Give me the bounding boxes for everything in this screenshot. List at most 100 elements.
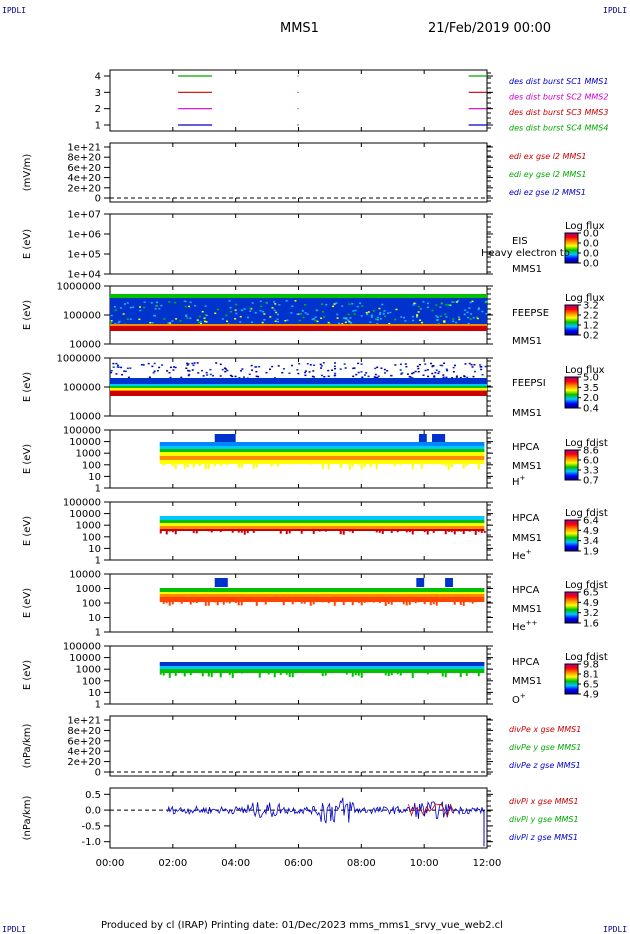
feepsi-speckle bbox=[191, 362, 194, 365]
feepse-speckle bbox=[370, 314, 373, 317]
divpe-legend-1: divPe y gse MMS1 bbox=[509, 743, 581, 752]
divpi-ytick-label: 0.5 bbox=[85, 790, 101, 801]
feepse-speckle bbox=[291, 305, 294, 307]
feepse-colorbar-tick-label: 3.2 bbox=[583, 301, 599, 312]
feepsi-speckle bbox=[438, 370, 441, 373]
hpca-he2-red-fringe bbox=[207, 602, 210, 606]
hpca-h-yellow-low-fringe bbox=[357, 464, 360, 465]
feepsi-cyan bbox=[110, 384, 487, 387]
feepse-speckle bbox=[298, 319, 301, 322]
feepse-speckle bbox=[343, 317, 346, 319]
divpe-legend-0: divPe x gse MMS1 bbox=[509, 725, 581, 734]
hpca-h-yellow-low-fringe bbox=[276, 464, 279, 467]
feepse-speckle bbox=[129, 318, 132, 320]
hpca_h-ytick-label: 10000 bbox=[69, 437, 101, 448]
feepse-speckle bbox=[269, 316, 272, 318]
feepsi-speckle bbox=[229, 374, 232, 377]
feepsi-speckle bbox=[333, 365, 336, 368]
hpca_h-colorbar-tick-label: 0.7 bbox=[583, 476, 599, 487]
hpca-h-yellow-low-fringe bbox=[213, 464, 216, 467]
hpca-he2-red-fringe bbox=[282, 602, 285, 606]
hpca-he2-red-fringe bbox=[222, 602, 225, 605]
feepse-speckle bbox=[113, 305, 116, 308]
divpe-ytick-label: 1e+21 bbox=[67, 716, 101, 727]
hpca-he2-red-fringe bbox=[405, 602, 408, 606]
feepse-speckle bbox=[437, 322, 440, 325]
feepsi-speckle bbox=[480, 368, 483, 371]
feepsi-speckle bbox=[452, 371, 455, 373]
eis-colorbar-title: Log flux bbox=[565, 221, 605, 232]
feepse-speckle bbox=[435, 304, 438, 306]
feepse-speckle bbox=[403, 316, 406, 319]
feepsi-speckle bbox=[187, 369, 190, 372]
hpca-h-yellow-low-fringe bbox=[171, 464, 174, 467]
feepsi-speckle bbox=[442, 374, 445, 376]
feepsi-speckle bbox=[418, 363, 421, 366]
hpca-h-yellow-low-fringe bbox=[240, 464, 243, 468]
hpca-he2-red-fringe bbox=[327, 602, 330, 604]
feepsi-speckle bbox=[206, 374, 209, 376]
feepse-speckle bbox=[259, 309, 262, 312]
feepse-speckle bbox=[285, 300, 288, 302]
hpca_he-side-label-0: HPCA bbox=[512, 513, 540, 524]
feepsi-speckle bbox=[250, 364, 253, 367]
edi-frame bbox=[109, 142, 488, 203]
feepse-speckle bbox=[333, 303, 336, 305]
feepse-speckle bbox=[322, 311, 325, 313]
feepse-speckle bbox=[353, 313, 356, 315]
feepsi-speckle bbox=[153, 370, 156, 373]
feepse-speckle bbox=[114, 322, 117, 325]
feepsi-colorbar-title: Log flux bbox=[565, 365, 605, 376]
feepsi-speckle bbox=[464, 363, 467, 365]
divpe-legend-2: divPe z gse MMS1 bbox=[509, 761, 581, 770]
feepsi-speckle bbox=[110, 371, 113, 374]
edi-ytick-label: 2e+20 bbox=[67, 183, 101, 194]
hpca_h-ytick-label: 1000 bbox=[76, 449, 101, 460]
feepsi-speckle bbox=[303, 371, 306, 374]
feepsi-speckle bbox=[352, 367, 355, 370]
feepse-speckle bbox=[139, 309, 142, 312]
hpca-o-green-fringe bbox=[396, 673, 399, 675]
feepsi-speckle bbox=[454, 364, 457, 367]
feepse-speckle bbox=[196, 319, 199, 321]
feepse-speckle bbox=[452, 318, 455, 320]
hpca-he2-red-fringe bbox=[414, 602, 417, 604]
hpca-he2-red-fringe bbox=[228, 602, 231, 604]
feepse-speckle bbox=[348, 320, 351, 323]
feepsi-speckle bbox=[124, 370, 127, 373]
hpca-he2-red-fringe bbox=[300, 602, 303, 604]
hpca-h-yellow-low-fringe bbox=[198, 464, 201, 467]
divpe-ytick-label: 4e+20 bbox=[67, 747, 101, 758]
hpca_he2-side-label-2: He++ bbox=[512, 619, 538, 633]
feepsi-red bbox=[110, 391, 487, 396]
feepse-speckle bbox=[228, 300, 231, 302]
feepse-speckle bbox=[110, 320, 113, 322]
feepsi-speckle bbox=[376, 366, 379, 369]
feepse-speckle bbox=[278, 303, 281, 306]
feepsi-speckle bbox=[435, 369, 438, 371]
feepse-speckle bbox=[174, 301, 177, 304]
feepsi-speckle bbox=[389, 374, 392, 377]
feepse-speckle bbox=[476, 317, 479, 320]
feepse-speckle bbox=[475, 316, 478, 319]
feepsi-speckle bbox=[417, 367, 420, 370]
hpca-o-green-fringe bbox=[324, 673, 327, 676]
feepse-speckle bbox=[153, 314, 156, 317]
feepsi-speckle bbox=[219, 375, 222, 377]
edi-ytick-label: 4e+20 bbox=[67, 173, 101, 184]
hpca_he-ytick-label: 1 bbox=[95, 556, 101, 567]
hpca-he2-red-fringe bbox=[240, 602, 243, 606]
feepse-speckle bbox=[239, 315, 242, 318]
feepsi-speckle bbox=[291, 364, 294, 367]
feepse-speckle bbox=[276, 313, 279, 316]
feepsi-speckle bbox=[255, 366, 258, 368]
feepsi-speckle bbox=[240, 370, 243, 372]
feepsi-speckle bbox=[334, 362, 337, 364]
hpca-o-green-fringe bbox=[240, 673, 243, 674]
feepse-speckle bbox=[419, 308, 422, 310]
hpca-o-green-fringe bbox=[183, 673, 186, 677]
feepsi-speckle bbox=[431, 372, 434, 375]
feepse-speckle bbox=[439, 315, 442, 317]
feepse-speckle bbox=[421, 321, 424, 324]
feepse-speckle bbox=[311, 318, 314, 321]
